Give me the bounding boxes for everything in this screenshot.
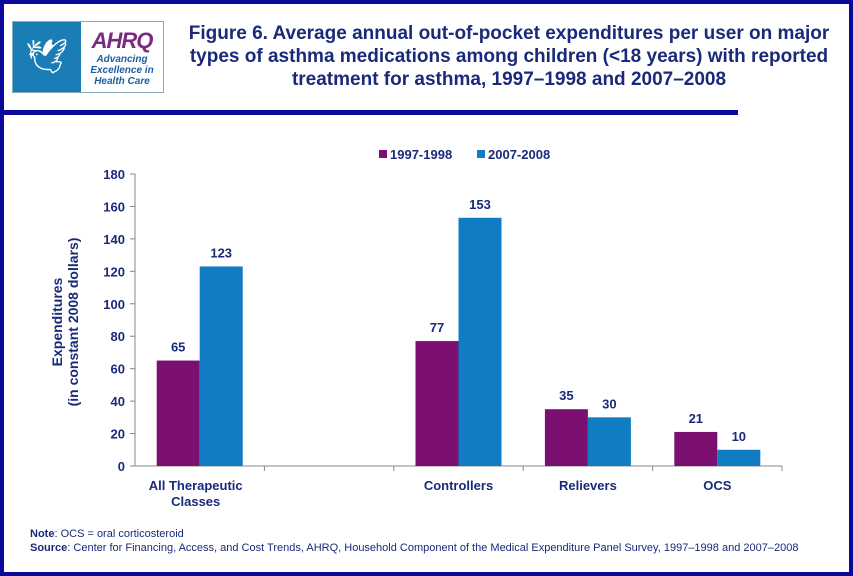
y-tick-label: 60 — [111, 362, 125, 377]
ahrq-wordmark: AHRQ — [91, 28, 154, 53]
data-label: 65 — [171, 340, 185, 355]
y-tick-label: 40 — [111, 394, 125, 409]
y-tick-label: 120 — [103, 264, 125, 279]
y-tick-label: 20 — [111, 427, 125, 442]
bar-2007-2008 — [458, 217, 502, 466]
bar-chart: 0 20 40 60 80 100 120 140 160 180 65 123 All Therape… — [49, 147, 783, 509]
source: Source: Center for Financing, Access, an… — [30, 542, 799, 554]
bar-2007-2008 — [717, 449, 761, 466]
y-axis-label: Expenditures — [49, 277, 65, 366]
footnotes: Note: OCS = oral corticosteroid Source: … — [30, 527, 798, 555]
legend-label: 1997-1998 — [390, 147, 452, 162]
data-label: 30 — [602, 396, 616, 411]
x-tick-label: OCS — [703, 478, 732, 493]
x-tick-label: All Therapeutic — [149, 478, 243, 493]
legend-swatch — [477, 150, 485, 158]
x-tick-label: Classes — [171, 494, 220, 509]
divider — [4, 110, 738, 115]
bar-2007-2008 — [199, 266, 243, 466]
y-axis-label: (in constant 2008 dollars) — [65, 238, 81, 407]
bar-1997-1998 — [156, 360, 200, 466]
x-tick-label: Relievers — [559, 478, 617, 493]
bar-1997-1998 — [674, 431, 718, 466]
y-tick-label: 140 — [103, 232, 125, 247]
hhs-eagle-icon: 🕊 — [13, 22, 81, 92]
bar-1997-1998 — [415, 341, 459, 466]
y-tick-label: 160 — [103, 199, 125, 214]
y-tick-label: 80 — [111, 329, 125, 344]
y-tick-label: 180 — [103, 167, 125, 182]
data-label: 35 — [559, 388, 573, 403]
data-label: 21 — [689, 411, 703, 426]
ahrq-tagline: Advancing Excellence in Health Care — [90, 54, 154, 87]
data-label: 123 — [210, 245, 232, 260]
y-tick-label: 100 — [103, 297, 125, 312]
data-label: 10 — [732, 429, 746, 444]
note: Note: OCS = oral corticosteroid — [30, 528, 184, 540]
chart-title: Figure 6. Average annual out-of-pocket e… — [188, 23, 830, 90]
bar-1997-1998 — [544, 409, 588, 466]
y-tick-label: 0 — [118, 459, 125, 474]
legend-swatch — [379, 150, 387, 158]
data-label: 153 — [469, 197, 491, 212]
ahrq-logo: 🕊 AHRQ Advancing Excellence in Health Car… — [12, 21, 164, 93]
bar-2007-2008 — [587, 417, 631, 466]
x-tick-label: Controllers — [424, 478, 493, 493]
legend-label: 2007-2008 — [488, 147, 550, 162]
data-label: 77 — [430, 320, 444, 335]
